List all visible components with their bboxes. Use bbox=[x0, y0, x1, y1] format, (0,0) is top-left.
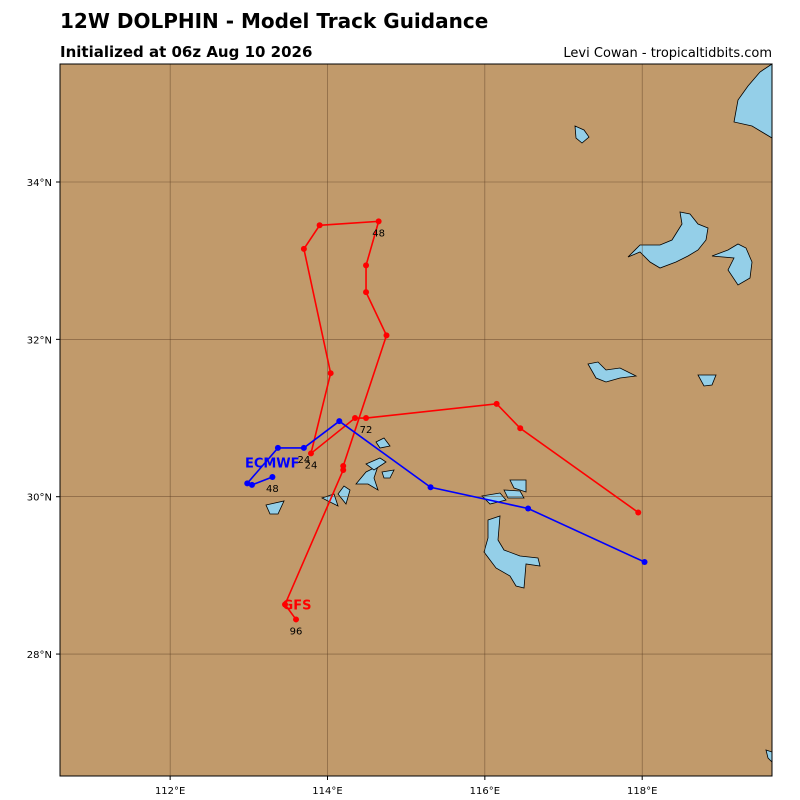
water bbox=[574, 125, 590, 144]
track-point bbox=[493, 400, 500, 407]
track-point bbox=[248, 481, 255, 488]
track-point bbox=[336, 418, 343, 425]
track: 24 48 ECMWF bbox=[244, 418, 648, 566]
track-point bbox=[363, 289, 370, 296]
water bbox=[587, 361, 638, 383]
hour-label: 24 bbox=[298, 455, 311, 466]
model-label: ECMWF bbox=[245, 456, 300, 471]
track-point bbox=[427, 484, 434, 491]
track-point bbox=[300, 444, 307, 451]
track-point bbox=[383, 332, 390, 339]
water bbox=[503, 489, 525, 499]
track-point bbox=[363, 262, 370, 269]
track-point bbox=[282, 601, 289, 608]
water bbox=[711, 243, 753, 286]
track-point bbox=[375, 218, 382, 225]
y-tick-label: 32°N bbox=[27, 335, 52, 346]
track: 72 24 48 96 GFS bbox=[282, 218, 642, 637]
map-frame bbox=[59, 63, 773, 777]
track-point bbox=[525, 505, 532, 512]
track-point bbox=[340, 466, 347, 473]
track-point bbox=[269, 474, 276, 481]
chart-subtitle: Initialized at 06z Aug 10 2026 bbox=[60, 43, 312, 61]
y-tick-label: 28°N bbox=[27, 650, 52, 661]
track-point bbox=[316, 222, 323, 229]
hour-label: 24 bbox=[305, 460, 318, 471]
water bbox=[483, 515, 541, 589]
hour-label: 48 bbox=[266, 484, 279, 495]
hour-label: 72 bbox=[360, 425, 373, 436]
y-tick-label: 30°N bbox=[27, 493, 52, 504]
track-point bbox=[327, 370, 334, 377]
track-point bbox=[300, 245, 307, 252]
water bbox=[627, 211, 709, 269]
track-point bbox=[517, 425, 524, 432]
x-tick-label: 118°E bbox=[627, 786, 657, 797]
track-point bbox=[635, 509, 642, 516]
water bbox=[355, 465, 379, 491]
x-tick-label: 112°E bbox=[155, 786, 185, 797]
x-tick-label: 116°E bbox=[470, 786, 500, 797]
track-point bbox=[244, 480, 251, 487]
track-point bbox=[293, 616, 300, 623]
water-bodies bbox=[265, 63, 773, 763]
water bbox=[365, 457, 387, 471]
water bbox=[381, 469, 395, 479]
hour-label: 48 bbox=[372, 228, 385, 239]
land bbox=[60, 64, 772, 776]
water bbox=[733, 63, 773, 139]
water bbox=[375, 437, 391, 449]
water bbox=[265, 500, 285, 515]
track-point bbox=[363, 415, 370, 422]
model-label: GFS bbox=[283, 598, 312, 613]
hour-label: 96 bbox=[290, 626, 303, 637]
water bbox=[697, 374, 717, 387]
water bbox=[509, 479, 527, 493]
chart-title: 12W DOLPHIN - Model Track Guidance bbox=[60, 9, 488, 33]
track-point bbox=[352, 415, 359, 422]
y-tick-label: 34°N bbox=[27, 178, 52, 189]
track-point bbox=[307, 450, 314, 457]
water bbox=[337, 485, 351, 505]
water bbox=[481, 492, 507, 505]
x-tick-label: 114°E bbox=[312, 786, 342, 797]
track-point bbox=[274, 444, 281, 451]
track-point bbox=[641, 559, 648, 566]
credit: Levi Cowan - tropicaltidbits.com bbox=[563, 46, 772, 61]
